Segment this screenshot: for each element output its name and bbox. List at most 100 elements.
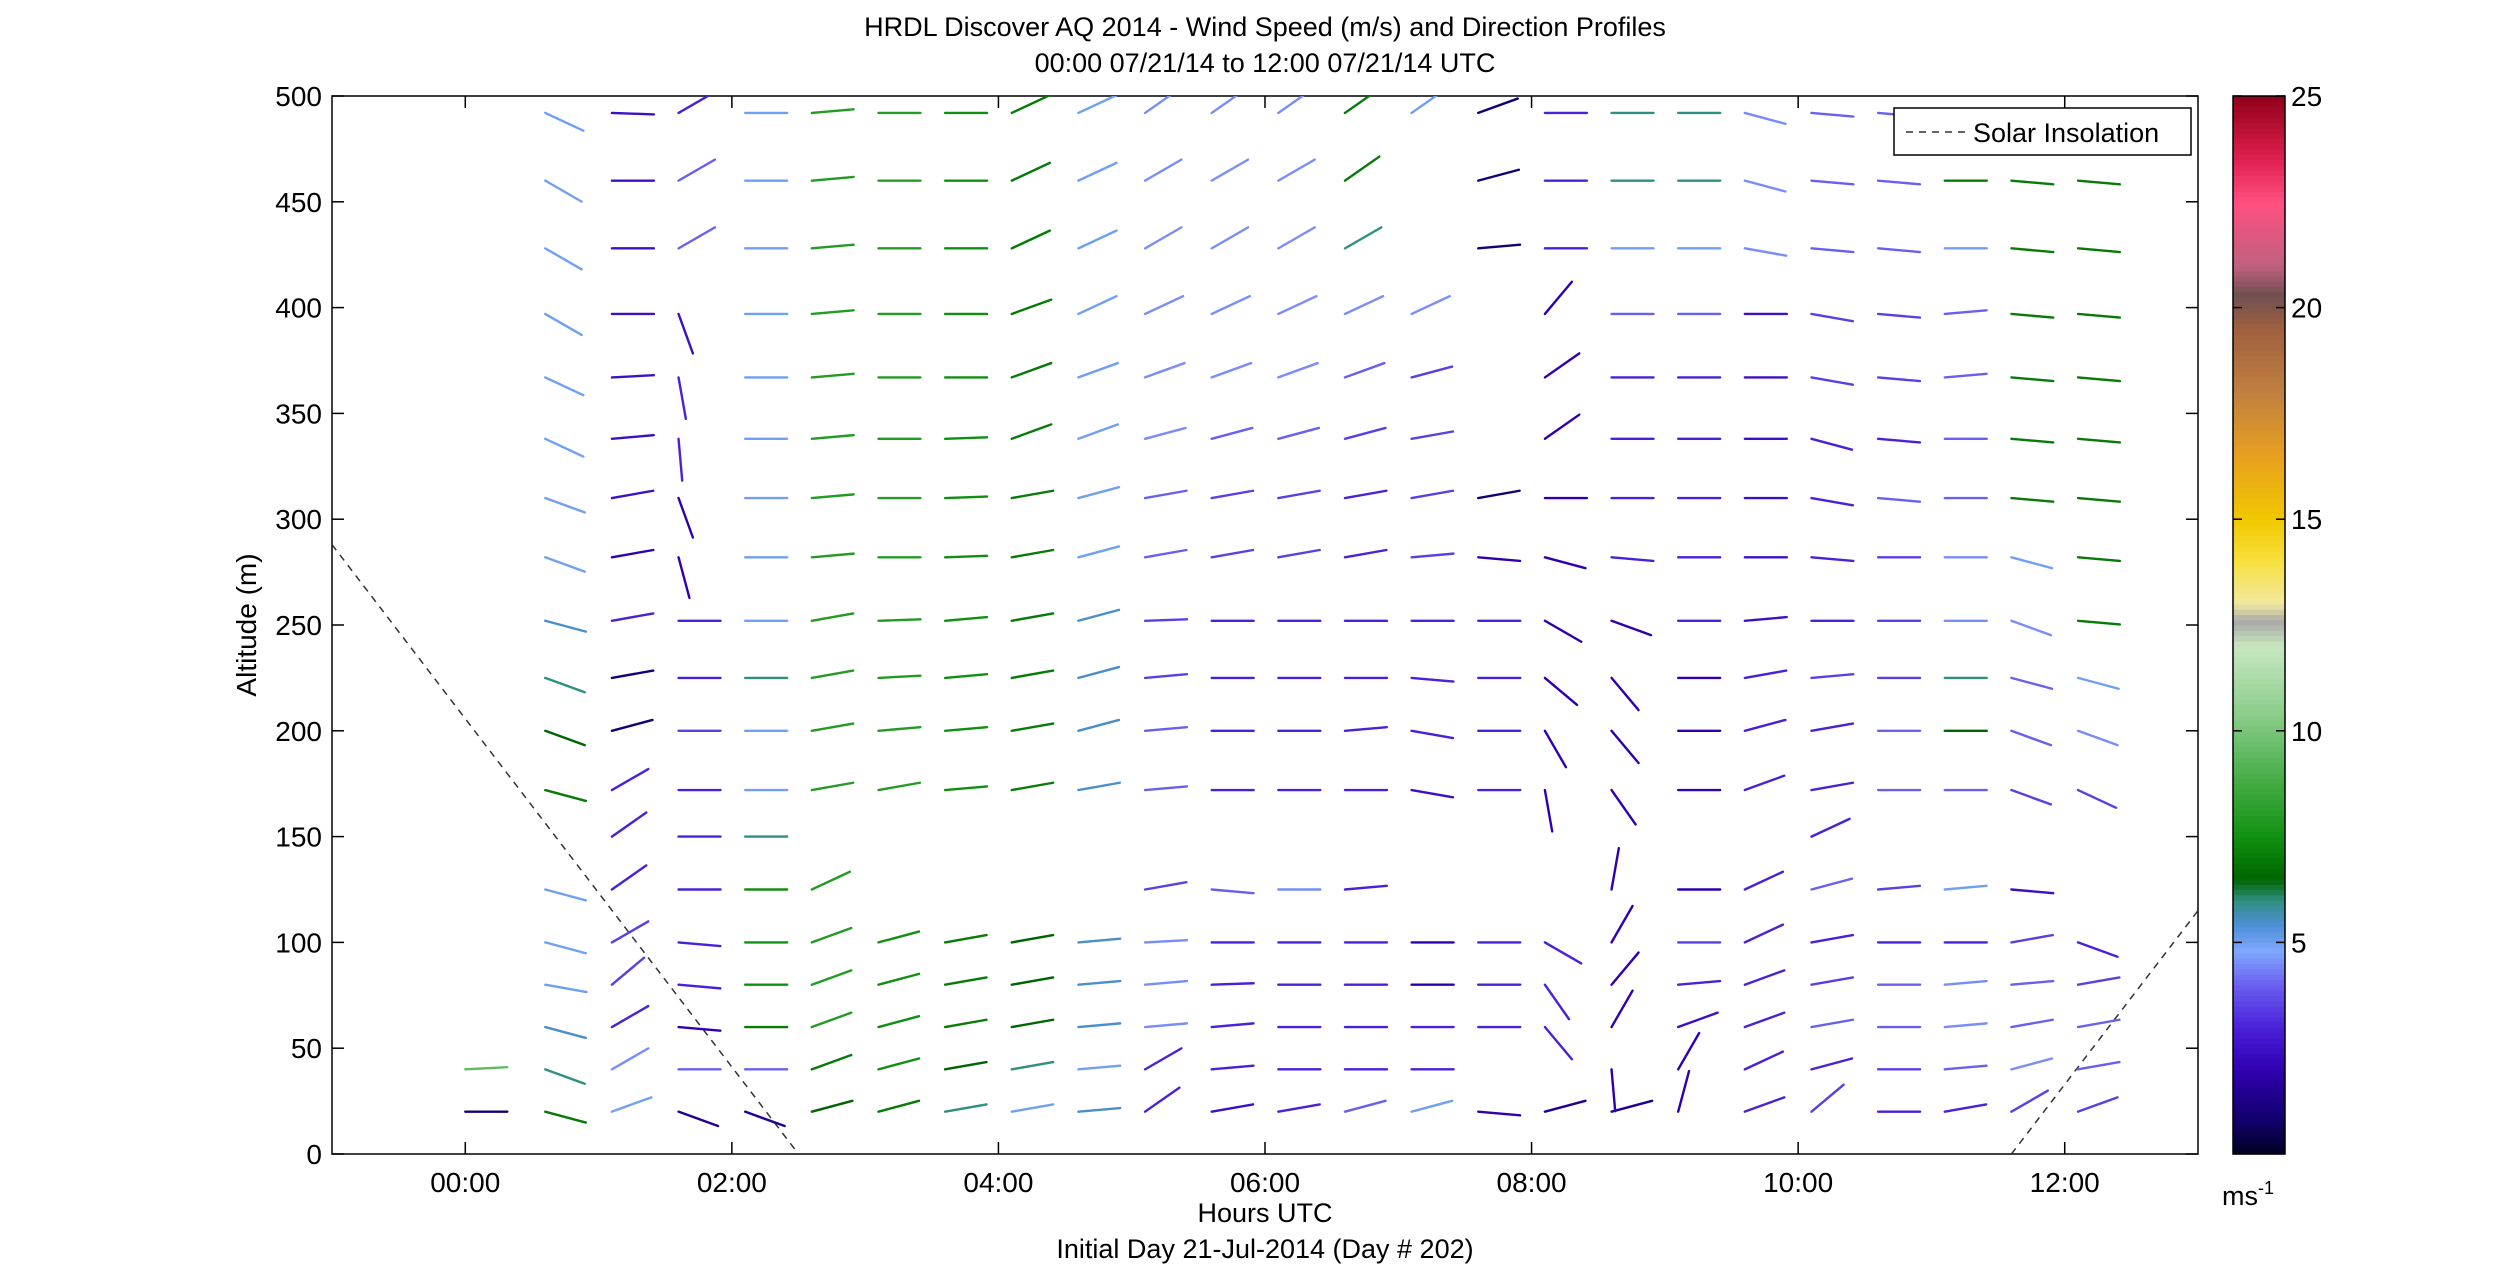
wind-vector bbox=[1077, 718, 1121, 732]
colorbar-band bbox=[2233, 1111, 2285, 1118]
wind-vector bbox=[544, 983, 588, 994]
wind-vector bbox=[2010, 888, 2055, 895]
colorbar-band bbox=[2233, 154, 2285, 161]
wind-vector bbox=[1010, 976, 1055, 986]
wind-vector bbox=[877, 725, 922, 732]
wind-vector bbox=[1410, 430, 1455, 440]
colorbar-band bbox=[2233, 672, 2285, 679]
wind-vector bbox=[943, 1103, 988, 1113]
wind-vector bbox=[677, 496, 695, 539]
colorbar-band bbox=[2233, 831, 2285, 838]
colorbar-band bbox=[2233, 355, 2285, 362]
wind-vector bbox=[943, 1018, 988, 1029]
wind-vector bbox=[677, 312, 695, 355]
wind-vector bbox=[1876, 496, 1922, 503]
colorbar-band bbox=[2233, 762, 2285, 769]
wind-vector bbox=[1810, 1057, 1854, 1071]
colorbar-band bbox=[2233, 376, 2285, 383]
wind-vector bbox=[610, 956, 646, 986]
y-tick-labels: 0 50 100 150 200 250 300 350 400 450 500 bbox=[275, 81, 322, 1170]
wind-vector bbox=[2076, 179, 2122, 186]
wind-vector bbox=[1210, 226, 1250, 250]
wind-vector bbox=[2010, 1089, 2049, 1113]
wind-vector bbox=[2076, 556, 2122, 563]
colorbar-band bbox=[2233, 1058, 2285, 1065]
colorbar-band bbox=[2233, 270, 2285, 277]
y-axis-label: Altitude (m) bbox=[231, 553, 262, 696]
wind-vector bbox=[1810, 722, 1855, 732]
wind-vector bbox=[1876, 376, 1922, 383]
colorbar-band bbox=[2233, 540, 2285, 547]
wind-vector bbox=[1743, 247, 1788, 257]
wind-vector bbox=[1143, 294, 1185, 316]
colorbar-band bbox=[2233, 434, 2285, 441]
colorbar-band bbox=[2233, 688, 2285, 695]
colorbar-band bbox=[2233, 556, 2285, 563]
colorbar-band bbox=[2233, 413, 2285, 420]
wind-vector bbox=[2010, 496, 2055, 503]
wind-vector bbox=[677, 983, 722, 990]
colorbar-band bbox=[2233, 207, 2285, 213]
y-tick-label: 50 bbox=[291, 1033, 322, 1064]
colorbar-band bbox=[2233, 461, 2285, 467]
colorbar-band bbox=[2233, 101, 2285, 108]
wind-vector bbox=[1943, 884, 1988, 891]
wind-vector bbox=[1743, 179, 1787, 193]
wind-vector bbox=[810, 243, 855, 250]
colorbar-band bbox=[2233, 445, 2285, 452]
colorbar-band bbox=[2233, 804, 2285, 811]
colorbar-band bbox=[2233, 1011, 2285, 1018]
colorbar-band bbox=[2233, 508, 2285, 515]
colorbar-band bbox=[2233, 297, 2285, 303]
wind-vector bbox=[610, 811, 648, 838]
wind-vector bbox=[610, 864, 648, 891]
colorbar-band bbox=[2233, 746, 2285, 753]
wind-vector bbox=[1143, 426, 1187, 440]
wind-vector bbox=[610, 111, 656, 116]
colorbar-band bbox=[2233, 979, 2285, 986]
wind-vector bbox=[2076, 1060, 2121, 1071]
x-axis-label: Hours UTC bbox=[1197, 1198, 1332, 1228]
wind-vector bbox=[877, 1099, 921, 1113]
colorbar-band bbox=[2233, 1027, 2285, 1033]
colorbar-band bbox=[2233, 535, 2285, 541]
wind-vector bbox=[810, 669, 855, 680]
wind-vector bbox=[2076, 619, 2122, 626]
wind-vector bbox=[1610, 1099, 1654, 1113]
wind-vector bbox=[1610, 788, 1637, 826]
wind-vector bbox=[544, 179, 583, 203]
wind-vector bbox=[943, 1060, 988, 1071]
colorbar-band bbox=[2233, 900, 2285, 906]
wind-vector bbox=[677, 226, 717, 250]
colorbar-band bbox=[2233, 561, 2285, 568]
colorbar-band bbox=[2233, 699, 2285, 705]
y-tick-label: 200 bbox=[275, 716, 322, 747]
colorbar-band bbox=[2233, 667, 2285, 674]
wind-vector bbox=[1010, 298, 1053, 316]
wind-vector bbox=[1477, 489, 1521, 500]
colorbar-band bbox=[2233, 455, 2285, 462]
wind-vector bbox=[1410, 489, 1455, 500]
colorbar-band bbox=[2233, 1074, 2285, 1081]
colorbar-band bbox=[2233, 1053, 2285, 1060]
colorbar-band bbox=[2233, 106, 2285, 113]
y-tick-label: 300 bbox=[275, 504, 322, 535]
wind-vector bbox=[1743, 923, 1785, 944]
colorbar-band bbox=[2233, 619, 2285, 626]
wind-vector bbox=[1543, 729, 1568, 769]
wind-vector bbox=[2010, 247, 2055, 254]
wind-vector bbox=[1077, 361, 1120, 379]
colorbar-band bbox=[2233, 302, 2285, 309]
y-tick-label: 450 bbox=[275, 187, 322, 218]
colorbar-band bbox=[2233, 513, 2285, 520]
wind-vector bbox=[677, 1110, 720, 1128]
wind-vector bbox=[1610, 1068, 1617, 1113]
legend-box bbox=[1893, 107, 2192, 156]
colorbar-band bbox=[2233, 1143, 2285, 1150]
colorbar-band bbox=[2233, 439, 2285, 446]
colorbar-band bbox=[2233, 730, 2285, 737]
colorbar-band bbox=[2233, 397, 2285, 404]
wind-vector bbox=[1277, 361, 1319, 379]
wind-vector bbox=[1743, 774, 1786, 792]
wind-vector bbox=[544, 888, 588, 902]
